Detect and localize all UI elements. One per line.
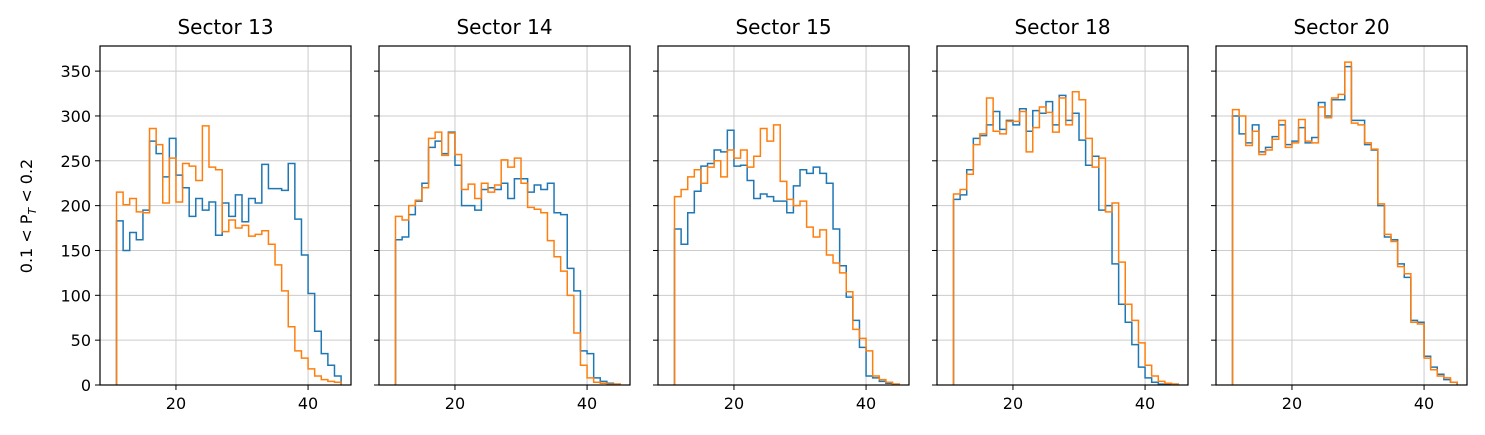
x-tick-label: 40 (856, 394, 876, 413)
x-tick-label: 40 (1135, 394, 1155, 413)
plot-frame (378, 45, 631, 386)
histogram-series-1 (673, 124, 900, 385)
x-tick-label: 20 (445, 394, 465, 413)
subplot-title: Sector 18 (1014, 15, 1110, 39)
histogram-series-0 (394, 131, 621, 385)
histogram-series-0 (673, 129, 900, 385)
x-tick-label: 20 (166, 394, 186, 413)
y-tick-label: 200 (60, 197, 91, 216)
subplot-title: Sector 13 (177, 15, 273, 39)
y-tick-label: 250 (60, 152, 91, 171)
y-tick-label: 300 (60, 107, 91, 126)
x-tick-label: 20 (724, 394, 744, 413)
histogram-series-0 (952, 94, 1179, 385)
plot-frame (657, 45, 910, 386)
histogram-series-1 (1231, 61, 1458, 385)
subplot-1: 20 40 Sector 14 (374, 15, 631, 413)
plot-frame (1215, 45, 1468, 386)
y-tick-label: 350 (60, 62, 91, 81)
subplot-title: Sector 20 (1293, 15, 1389, 39)
x-tick-label: 40 (577, 394, 597, 413)
subplot-3: 20 40 Sector 18 (932, 15, 1189, 413)
subplot-title: Sector 15 (735, 15, 831, 39)
x-tick-label: 40 (1414, 394, 1434, 413)
x-tick-label: 40 (298, 394, 318, 413)
subplot-4: 20 40 Sector 20 (1211, 15, 1468, 413)
y-tick-label: 150 (60, 241, 91, 260)
subplot-title: Sector 14 (456, 15, 552, 39)
histogram-series-1 (394, 131, 621, 385)
x-tick-label: 20 (1282, 394, 1302, 413)
y-axis-label-group: 0.1 < PT < 0.2 (17, 159, 39, 273)
y-tick-label: 0 (81, 376, 91, 395)
subplot-2: 20 40 Sector 15 (653, 15, 910, 413)
y-tick-label: 100 (60, 286, 91, 305)
y-tick-label: 50 (71, 331, 91, 350)
y-axis-label: 0.1 < PT < 0.2 (17, 159, 39, 273)
histogram-series-1 (952, 90, 1179, 385)
subplot-0: 20 40 0 50 100 150 200 250 300 350 Sector 13 (60, 15, 352, 413)
plot-frame (99, 45, 352, 386)
plot-frame (936, 45, 1189, 386)
histogram-series-0 (115, 137, 342, 385)
x-tick-label: 20 (1003, 394, 1023, 413)
histogram-series-1 (115, 125, 342, 385)
